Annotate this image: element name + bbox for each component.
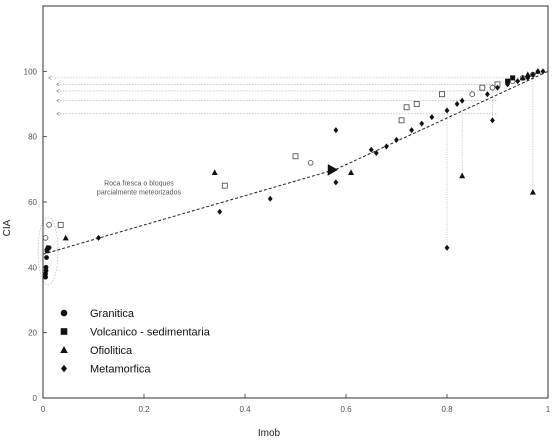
x-tick-label: 0.2 [138,405,150,414]
data-point-granitica [43,264,49,270]
legend-label-ofiolitica: Ofiolitica [90,345,133,357]
data-point-ofiolitica [529,189,536,195]
data-point-metamorfica [444,107,450,114]
x-axis-label: Imob [258,428,281,439]
data-point-metamorfica [409,127,415,134]
trendline [42,70,549,255]
y-tick-label: 60 [28,198,37,207]
data-point-volcanico-sedimentaria [510,75,516,81]
data-point-metamorfica [454,101,460,107]
fresh-rock-ellipse [37,216,59,286]
data-point-volcanico-sedimentaria [57,221,64,228]
data-point-metamorfica [535,68,541,75]
data-point-metamorfica [333,179,339,186]
data-point-metamorfica [217,208,223,215]
legend-label-volcanico-sedimentaria: Volcanico - sedimentaria [90,327,211,339]
data-point-metamorfica [368,146,374,153]
data-point-volcanico-sedimentaria [439,91,445,98]
data-point-metamorfica [505,81,510,88]
x-tick-label: 0 [41,405,46,414]
legend-marker-metamorfica [61,364,67,373]
data-point-metamorfica [333,127,339,134]
y-axis-label: CIA [2,219,13,236]
data-point-granitica [489,84,496,91]
data-point-metamorfica [485,91,490,98]
data-point-volcanico-sedimentaria [413,101,420,107]
data-point-volcanico-sedimentaria [505,78,511,84]
data-point-metamorfica [96,234,101,241]
data-point-metamorfica [444,244,450,251]
data-point-metamorfica [490,117,495,124]
data-point-metamorfica [267,195,273,202]
data-point-metamorfica [459,97,465,104]
data-point-ofiolitica [348,169,355,175]
legend-label-granitica: Granitica [90,308,135,320]
data-point-ofiolitica [524,71,531,77]
data-point-volcanico-sedimentaria [398,117,405,124]
data-point-metamorfica [525,74,531,81]
data-point-ofiolitica [211,169,218,175]
data-point-granitica [469,91,476,97]
y-tick-label: 40 [28,263,37,272]
data-point-ofiolitica [62,234,69,241]
y-tick-label: 80 [28,133,37,142]
trend-direction-marker [327,164,339,176]
x-tick-label: 0.6 [340,405,352,414]
legend-marker-granitica [60,309,68,317]
data-point-metamorfica [419,120,425,127]
data-point-ofiolitica [519,74,526,81]
data-point-volcanico-sedimentaria [221,182,228,189]
data-point-granitica [44,255,49,260]
legend-marker-volcanico-sedimentaria [60,328,68,335]
data-point-granitica [307,160,314,166]
data-point-volcanico-sedimentaria [403,104,410,111]
plot-frame [42,5,549,399]
data-point-metamorfica [495,84,500,91]
data-point-volcanico-sedimentaria [479,84,486,91]
data-point-ofiolitica [44,244,51,251]
data-point-metamorfica [515,78,521,85]
legend-marker-ofiolitica [60,346,68,353]
y-tick-label: 0 [33,394,38,403]
legend: Granitica Volcanico - sedimentaria Ofiolit… [60,308,211,376]
x-tick-label: 0.8 [441,405,453,414]
data-point-metamorfica [429,114,435,121]
trendline-layer [42,70,549,255]
data-point-metamorfica [384,143,389,150]
data-point-granitica [46,222,52,228]
data-point-metamorfica [540,68,546,75]
guide-lines [37,74,534,286]
legend-label-metamorfica: Metamorfica [90,364,151,376]
data-point-metamorfica [394,136,399,143]
axes: 0 20 40 60 80 100 0 0.2 0.4 0.6 0.8 1 Imob CIA [2,5,551,439]
data-points [42,68,546,280]
data-point-ofiolitica [459,172,466,179]
data-point-metamorfica [530,71,536,78]
data-point-metamorfica [373,150,379,156]
y-tick-label: 20 [28,329,37,338]
x-tick-label: 1 [546,405,551,414]
x-tick-label: 0.4 [239,405,251,414]
data-point-granitica [42,235,49,241]
annotation-text: Roca fresca o bloques parcialmente meteor… [97,181,182,197]
data-point-volcanico-sedimentaria [292,153,299,160]
y-tick-label: 100 [24,67,38,76]
